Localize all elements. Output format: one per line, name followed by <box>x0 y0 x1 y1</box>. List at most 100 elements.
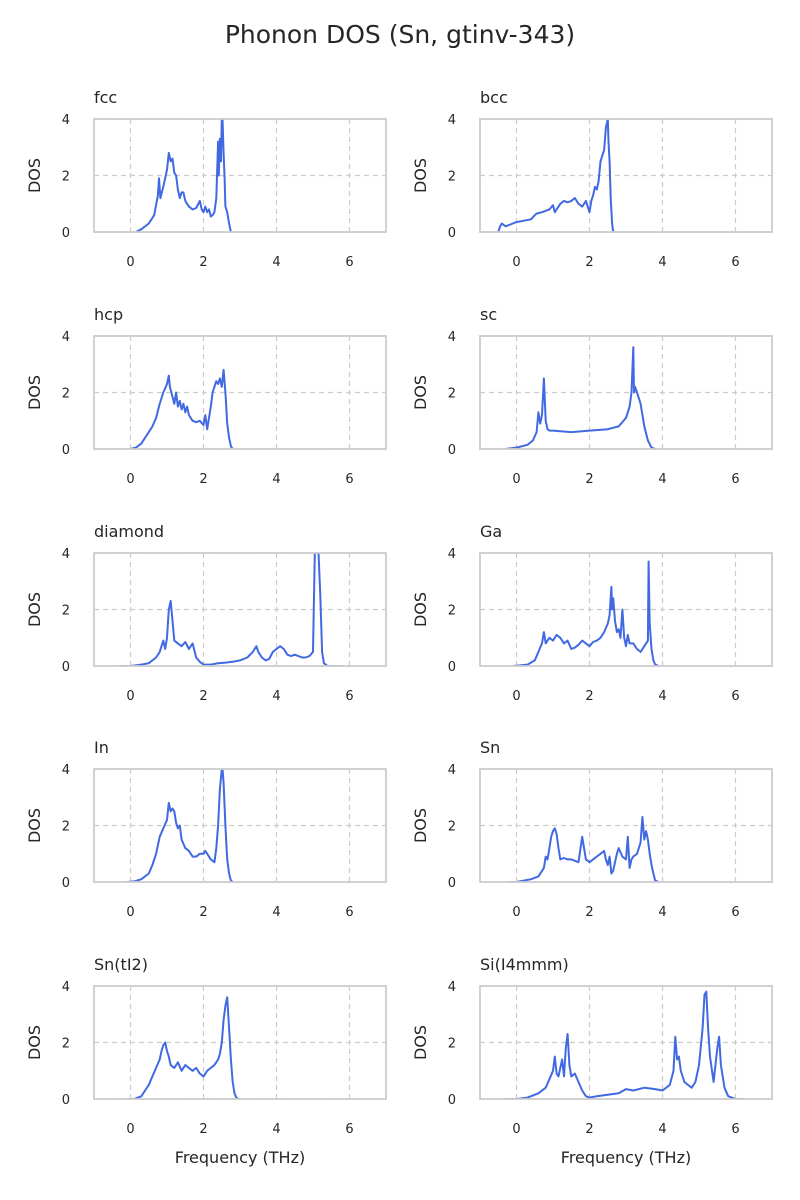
x-tick-label: 2 <box>585 1122 593 1137</box>
y-tick-label: 0 <box>62 876 70 891</box>
x-tick-label: 6 <box>345 1122 353 1137</box>
subplot-title: sc <box>480 305 497 324</box>
x-tick-label: 4 <box>658 255 666 270</box>
x-axis-label: Frequency (THz) <box>175 1148 305 1167</box>
subplot-bcc: 0 2 4 6 0 2 4 bcc DOS <box>411 88 773 270</box>
subplot-title: fcc <box>94 88 117 107</box>
x-tick-label: 4 <box>272 905 280 920</box>
y-tick-label: 2 <box>62 1037 70 1052</box>
x-tick-label: 2 <box>199 905 207 920</box>
y-tick-label: 2 <box>448 1037 456 1052</box>
y-tick-label: 4 <box>448 980 456 995</box>
y-axis-label: DOS <box>411 808 430 843</box>
y-axis-label: DOS <box>411 375 430 410</box>
y-tick-label: 2 <box>448 820 456 835</box>
y-tick-label: 4 <box>62 547 70 562</box>
x-tick-label: 4 <box>272 472 280 487</box>
x-tick-label: 4 <box>658 689 666 704</box>
subplot-sn: 0 2 4 6 0 2 4 Sn DOS <box>411 738 773 920</box>
subplot-ga: 0 2 4 6 0 2 4 Ga DOS <box>411 522 773 704</box>
x-tick-label: 0 <box>126 1122 134 1137</box>
axes-frame <box>93 118 387 233</box>
subplot-title: In <box>94 738 109 757</box>
x-tick-label: 2 <box>585 472 593 487</box>
x-tick-label: 0 <box>512 472 520 487</box>
x-tick-label: 2 <box>199 1122 207 1137</box>
y-tick-label: 2 <box>62 604 70 619</box>
y-tick-label: 4 <box>448 113 456 128</box>
x-tick-label: 4 <box>272 689 280 704</box>
subplot-title: Ga <box>480 522 502 541</box>
x-tick-label: 6 <box>731 905 739 920</box>
y-tick-label: 2 <box>448 387 456 402</box>
x-tick-label: 0 <box>512 905 520 920</box>
y-tick-label: 4 <box>62 980 70 995</box>
subplot-title: Si(I4mmm) <box>480 955 569 974</box>
y-axis-label: DOS <box>25 808 44 843</box>
dos-line <box>135 119 232 232</box>
y-tick-label: 0 <box>62 226 70 241</box>
figure-title: Phonon DOS (Sn, gtinv-343) <box>224 20 576 49</box>
x-tick-label: 6 <box>731 1122 739 1137</box>
axes-frame <box>93 335 387 450</box>
y-tick-label: 2 <box>62 820 70 835</box>
x-tick-label: 4 <box>658 472 666 487</box>
subplot-si-i4mmm-: 0 2 4 6 0 2 4 Si(I4mmm) DOS Frequency (THz) <box>411 955 773 1167</box>
y-tick-label: 0 <box>448 226 456 241</box>
subplot-title: hcp <box>94 305 123 324</box>
subplot-fcc: 0 2 4 6 0 2 4 fcc DOS <box>25 88 387 270</box>
subplot-title: Sn(tI2) <box>94 955 148 974</box>
y-tick-label: 0 <box>62 660 70 675</box>
y-axis-label: DOS <box>25 158 44 193</box>
y-tick-label: 2 <box>62 170 70 185</box>
x-axis-label: Frequency (THz) <box>561 1148 691 1167</box>
x-tick-label: 6 <box>345 905 353 920</box>
dos-line <box>119 553 343 666</box>
dos-line <box>509 816 660 882</box>
subplot-sn-ti2-: 0 2 4 6 0 2 4 Sn(tI2) DOS Frequency (THz) <box>25 955 387 1167</box>
dos-line <box>505 346 656 449</box>
y-tick-label: 4 <box>62 330 70 345</box>
axes-frame <box>93 768 387 883</box>
x-tick-label: 0 <box>126 905 134 920</box>
axes-frame <box>93 985 387 1100</box>
dos-line <box>497 119 615 232</box>
axes-frame <box>93 552 387 667</box>
y-axis-label: DOS <box>25 375 44 410</box>
y-tick-label: 0 <box>62 1093 70 1108</box>
dos-line <box>126 769 234 882</box>
x-tick-label: 6 <box>345 472 353 487</box>
subplot-in: 0 2 4 6 0 2 4 In DOS <box>25 738 387 920</box>
y-axis-label: DOS <box>411 592 430 627</box>
subplot-title: bcc <box>480 88 508 107</box>
y-tick-label: 4 <box>448 547 456 562</box>
x-tick-label: 4 <box>272 255 280 270</box>
x-tick-label: 2 <box>199 255 207 270</box>
axes-frame <box>479 118 773 233</box>
y-tick-label: 0 <box>62 443 70 458</box>
y-tick-label: 4 <box>448 763 456 778</box>
subplot-title: Sn <box>480 738 500 757</box>
y-tick-label: 4 <box>62 113 70 128</box>
y-axis-label: DOS <box>25 592 44 627</box>
y-tick-label: 2 <box>448 170 456 185</box>
x-tick-label: 0 <box>512 1122 520 1137</box>
x-tick-label: 2 <box>585 689 593 704</box>
x-tick-label: 4 <box>658 1122 666 1137</box>
x-tick-label: 2 <box>585 905 593 920</box>
x-tick-label: 0 <box>512 689 520 704</box>
x-tick-label: 0 <box>512 255 520 270</box>
x-tick-label: 4 <box>658 905 666 920</box>
y-tick-label: 4 <box>448 330 456 345</box>
x-tick-label: 6 <box>731 689 739 704</box>
subplot-hcp: 0 2 4 6 0 2 4 hcp DOS <box>25 305 387 487</box>
axes-frame <box>479 552 773 667</box>
y-axis-label: DOS <box>25 1025 44 1060</box>
x-tick-label: 0 <box>126 255 134 270</box>
y-axis-label: DOS <box>411 1025 430 1060</box>
axes-frame <box>479 768 773 883</box>
y-tick-label: 0 <box>448 443 456 458</box>
subplot-diamond: 0 2 4 6 0 2 4 diamond DOS <box>25 522 387 704</box>
x-tick-label: 0 <box>126 472 134 487</box>
